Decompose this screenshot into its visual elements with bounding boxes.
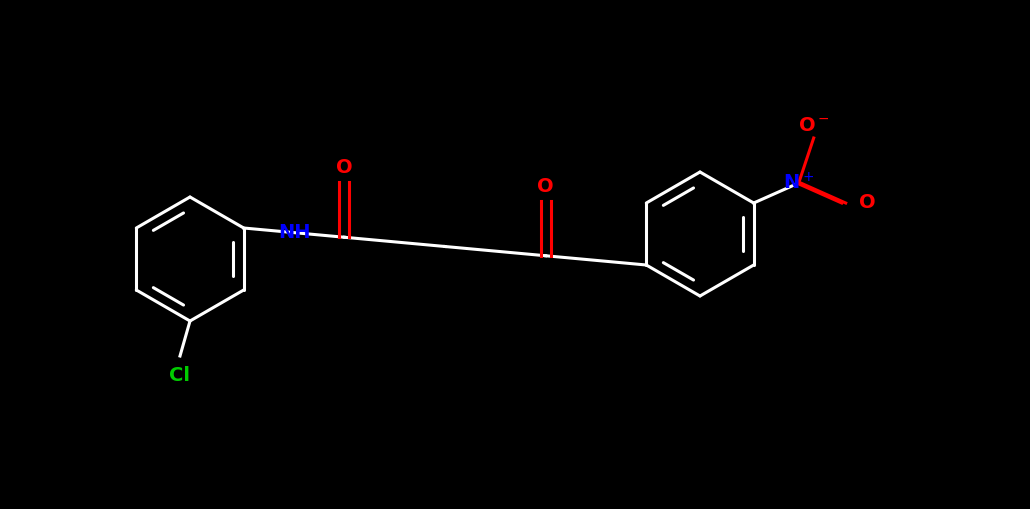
Text: O: O: [538, 177, 554, 196]
Text: Cl: Cl: [170, 366, 191, 385]
Text: O: O: [859, 193, 876, 212]
Text: N$^+$: N$^+$: [783, 173, 815, 193]
Text: O$^-$: O$^-$: [798, 117, 829, 135]
Text: O: O: [336, 158, 352, 177]
Text: NH: NH: [278, 223, 310, 242]
